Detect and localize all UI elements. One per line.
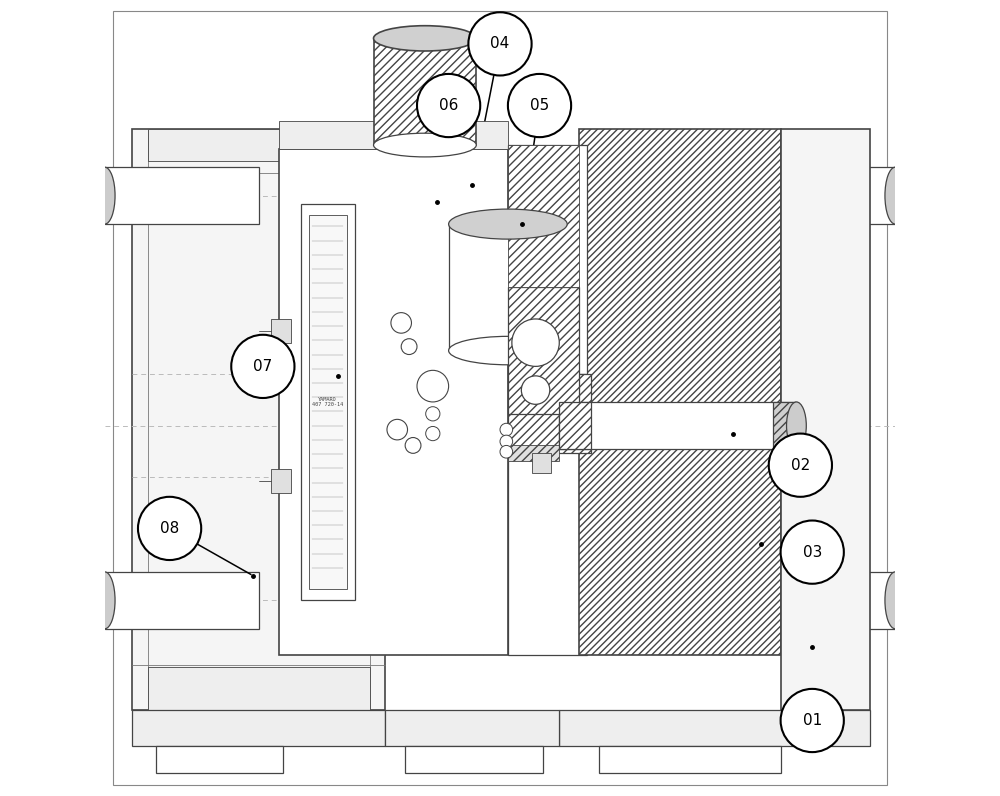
Polygon shape [781,129,870,710]
Text: YAMARO
407 720-14: YAMARO 407 720-14 [312,396,343,408]
Bar [374,38,476,145]
Circle shape [500,423,513,436]
Polygon shape [508,287,579,414]
Bar [105,572,259,629]
Polygon shape [508,374,591,454]
Bar [559,710,870,746]
Circle shape [468,12,532,76]
Bar [271,350,291,374]
Text: 07: 07 [253,359,272,374]
Circle shape [512,319,559,366]
Circle shape [405,438,421,454]
Circle shape [500,446,513,458]
Bar [385,710,559,746]
Polygon shape [508,446,559,461]
Circle shape [426,427,440,441]
Bar [271,319,291,342]
Circle shape [401,339,417,354]
Polygon shape [508,145,579,287]
Bar [105,167,259,224]
Text: 08: 08 [160,521,179,536]
Ellipse shape [374,133,476,157]
Polygon shape [773,402,796,450]
Bar [559,402,796,450]
Circle shape [138,497,201,560]
Circle shape [231,335,294,398]
Circle shape [500,435,513,448]
Circle shape [417,370,449,402]
Ellipse shape [449,337,567,365]
Circle shape [769,434,832,497]
Ellipse shape [374,25,476,51]
Circle shape [417,74,480,137]
Polygon shape [559,402,591,450]
Ellipse shape [885,167,905,224]
Bar [745,167,895,224]
Bar [405,746,543,774]
Circle shape [508,74,571,137]
Bar [449,224,567,350]
Bar [148,129,370,161]
Ellipse shape [95,572,115,629]
Bar [156,746,283,774]
Circle shape [781,689,844,752]
Bar [508,149,587,655]
Bar [301,205,355,599]
Circle shape [391,313,411,334]
Bar [745,572,895,629]
Ellipse shape [787,402,806,450]
Bar [271,469,291,493]
Circle shape [387,419,408,440]
Circle shape [521,376,550,404]
Text: 04: 04 [490,37,510,52]
Bar [279,149,508,655]
Bar [532,454,551,473]
Text: 02: 02 [791,458,810,473]
Text: 01: 01 [803,713,822,728]
Bar [599,746,781,774]
Polygon shape [579,129,781,655]
Ellipse shape [449,209,567,239]
Bar [279,121,508,149]
Text: 03: 03 [803,544,822,560]
Bar [132,710,385,746]
Circle shape [426,407,440,421]
Circle shape [781,521,844,583]
Polygon shape [508,145,587,374]
Bar [148,667,370,710]
Ellipse shape [885,572,905,629]
Text: 06: 06 [439,98,458,113]
Ellipse shape [95,167,115,224]
Polygon shape [132,129,385,710]
Text: 05: 05 [530,98,549,113]
Bar [309,215,347,589]
